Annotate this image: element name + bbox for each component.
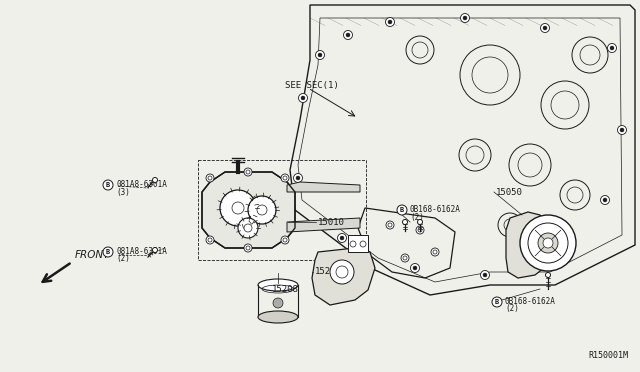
Text: FRONT: FRONT xyxy=(75,250,111,260)
Text: 15208: 15208 xyxy=(272,285,299,294)
Polygon shape xyxy=(348,235,368,252)
Circle shape xyxy=(330,260,354,284)
Text: 081A8-6301A: 081A8-6301A xyxy=(116,247,167,256)
Circle shape xyxy=(492,297,502,307)
Circle shape xyxy=(238,218,258,238)
Circle shape xyxy=(316,51,324,60)
Text: 15050: 15050 xyxy=(496,187,523,196)
Circle shape xyxy=(388,20,392,24)
Circle shape xyxy=(273,298,283,308)
Circle shape xyxy=(607,44,616,52)
Circle shape xyxy=(416,226,424,234)
Circle shape xyxy=(248,196,276,224)
Circle shape xyxy=(600,196,609,205)
Circle shape xyxy=(298,93,307,103)
Circle shape xyxy=(340,236,344,240)
Circle shape xyxy=(413,266,417,270)
Ellipse shape xyxy=(258,311,298,323)
Text: B: B xyxy=(106,182,110,188)
Circle shape xyxy=(541,23,550,32)
Text: 081A8-6301A: 081A8-6301A xyxy=(116,180,167,189)
Circle shape xyxy=(543,26,547,30)
Polygon shape xyxy=(287,182,360,192)
Circle shape xyxy=(543,238,553,248)
Text: (2): (2) xyxy=(505,305,519,314)
Text: 0B168-6162A: 0B168-6162A xyxy=(505,296,556,305)
Circle shape xyxy=(152,177,157,183)
Circle shape xyxy=(603,198,607,202)
Circle shape xyxy=(350,241,356,247)
Ellipse shape xyxy=(258,279,298,291)
Circle shape xyxy=(563,250,567,254)
Polygon shape xyxy=(312,248,375,305)
Circle shape xyxy=(103,247,113,257)
Circle shape xyxy=(461,13,470,22)
Text: (2): (2) xyxy=(116,254,130,263)
Circle shape xyxy=(545,273,550,278)
Text: 15210: 15210 xyxy=(315,267,342,276)
Circle shape xyxy=(281,236,289,244)
Text: (2): (2) xyxy=(410,212,424,221)
Text: SEE SEC(1): SEE SEC(1) xyxy=(285,80,339,90)
Circle shape xyxy=(610,46,614,50)
Text: 0B168-6162A: 0B168-6162A xyxy=(410,205,461,214)
Circle shape xyxy=(520,215,576,271)
Circle shape xyxy=(620,128,624,132)
Text: 15010: 15010 xyxy=(318,218,345,227)
Circle shape xyxy=(281,174,289,182)
Polygon shape xyxy=(506,212,544,278)
Circle shape xyxy=(244,168,252,176)
Circle shape xyxy=(346,33,350,37)
Circle shape xyxy=(294,173,303,183)
Circle shape xyxy=(403,219,408,224)
Circle shape xyxy=(618,125,627,135)
Circle shape xyxy=(318,53,322,57)
Circle shape xyxy=(417,219,422,224)
Circle shape xyxy=(152,247,157,253)
Text: R150001M: R150001M xyxy=(588,351,628,360)
Circle shape xyxy=(561,247,570,257)
Text: (3): (3) xyxy=(116,187,130,196)
Circle shape xyxy=(301,96,305,100)
Circle shape xyxy=(538,233,558,253)
Circle shape xyxy=(360,241,366,247)
Circle shape xyxy=(463,16,467,20)
Polygon shape xyxy=(287,218,360,232)
Circle shape xyxy=(206,174,214,182)
Circle shape xyxy=(385,17,394,26)
Circle shape xyxy=(206,236,214,244)
Text: B: B xyxy=(400,207,404,213)
Circle shape xyxy=(481,270,490,279)
Text: B: B xyxy=(106,249,110,255)
Circle shape xyxy=(483,273,487,277)
Circle shape xyxy=(386,221,394,229)
Circle shape xyxy=(431,248,439,256)
Circle shape xyxy=(220,190,256,226)
Circle shape xyxy=(401,254,409,262)
Circle shape xyxy=(337,234,346,243)
Circle shape xyxy=(244,244,252,252)
Text: B: B xyxy=(495,299,499,305)
Circle shape xyxy=(397,205,407,215)
Circle shape xyxy=(410,263,419,273)
Polygon shape xyxy=(202,172,295,248)
Circle shape xyxy=(296,176,300,180)
Circle shape xyxy=(103,180,113,190)
Circle shape xyxy=(344,31,353,39)
